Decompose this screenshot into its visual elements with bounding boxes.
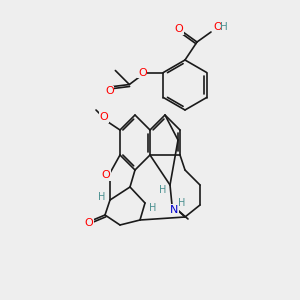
Text: N: N (170, 205, 178, 215)
Text: O: O (138, 68, 147, 77)
Text: O: O (213, 22, 222, 32)
Text: O: O (105, 86, 114, 97)
Text: O: O (102, 170, 110, 180)
Text: O: O (175, 24, 183, 34)
Text: H: H (159, 185, 167, 195)
Text: H: H (178, 198, 186, 208)
Text: O: O (100, 112, 108, 122)
Text: H: H (220, 22, 228, 32)
Text: H: H (98, 192, 106, 202)
Text: H: H (149, 203, 157, 213)
Text: O: O (85, 218, 93, 228)
